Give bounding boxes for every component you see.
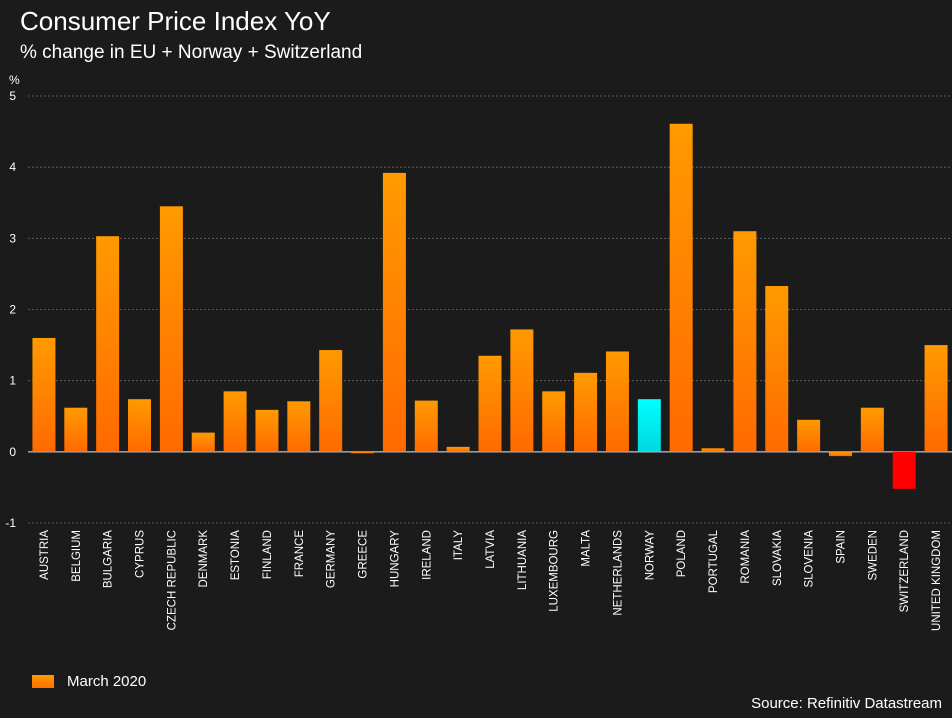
source-note: Source: Refinitiv Datastream bbox=[751, 695, 942, 712]
y-tick-label: 1 bbox=[9, 374, 16, 388]
x-tick-label: BELGIUM bbox=[71, 530, 83, 582]
x-tick-label: AUSTRIA bbox=[39, 530, 51, 580]
x-tick-label: NORWAY bbox=[644, 530, 656, 581]
bar-cyprus bbox=[128, 399, 152, 452]
x-tick-label: UNITED KINGDOM bbox=[931, 530, 943, 631]
x-tick-label: ESTONIA bbox=[230, 530, 242, 581]
bar-portugal bbox=[701, 448, 725, 452]
chart-subtitle: % change in EU + Norway + Switzerland bbox=[20, 42, 363, 63]
x-tick-labels: AUSTRIA BELGIUM BULGARIA CYPRUS CZECH REPUBL… bbox=[39, 529, 943, 631]
y-tick-labels: -1 0 1 2 3 4 5 bbox=[5, 89, 16, 530]
x-tick-label: IRELAND bbox=[421, 530, 433, 580]
x-tick-label: LATVIA bbox=[485, 530, 497, 569]
y-tick-label: 3 bbox=[9, 231, 16, 245]
y-tick-label: 2 bbox=[9, 303, 16, 317]
x-tick-label: NETHERLANDS bbox=[612, 530, 624, 616]
bar-slovakia bbox=[765, 286, 789, 452]
bar-norway bbox=[637, 399, 661, 452]
x-tick-label: SWEDEN bbox=[867, 530, 879, 580]
bar-france bbox=[287, 401, 311, 452]
x-tick-label: ROMANIA bbox=[740, 530, 752, 584]
bar-latvia bbox=[478, 355, 502, 452]
legend-swatch bbox=[32, 675, 54, 688]
x-tick-label: FRANCE bbox=[294, 530, 306, 578]
bar-lithuania bbox=[510, 329, 534, 452]
bars bbox=[32, 123, 948, 489]
x-tick-label: PORTUGAL bbox=[708, 529, 720, 593]
bar-slovenia bbox=[797, 419, 821, 452]
legend: March 2020 bbox=[32, 673, 146, 690]
y-tick-label: -1 bbox=[5, 516, 16, 530]
x-tick-label: SLOVENIA bbox=[804, 530, 816, 588]
bar-denmark bbox=[191, 432, 215, 452]
chart-title: Consumer Price Index YoY bbox=[20, 6, 331, 36]
bar-sweden bbox=[860, 407, 884, 452]
legend-label: March 2020 bbox=[67, 673, 147, 690]
bar-estonia bbox=[223, 391, 247, 452]
y-axis-unit: % bbox=[9, 73, 20, 87]
bar-united-kingdom bbox=[924, 345, 948, 452]
y-tick-label: 0 bbox=[9, 445, 16, 459]
bar-netherlands bbox=[605, 351, 629, 452]
x-tick-label: LITHUANIA bbox=[517, 530, 529, 590]
x-tick-label: LUXEMBOURG bbox=[549, 530, 561, 612]
x-tick-label: FINLAND bbox=[262, 530, 274, 579]
x-tick-label: SPAIN bbox=[835, 530, 847, 564]
x-tick-label: BULGARIA bbox=[103, 530, 115, 588]
x-tick-label: DENMARK bbox=[198, 530, 210, 588]
x-tick-label: ITALY bbox=[453, 530, 465, 561]
bar-romania bbox=[733, 231, 757, 452]
bar-czech-republic bbox=[159, 206, 183, 452]
bar-austria bbox=[32, 337, 56, 452]
gridlines bbox=[28, 95, 952, 524]
x-tick-label: MALTA bbox=[581, 530, 593, 567]
x-tick-label: GREECE bbox=[358, 530, 370, 579]
y-tick-label: 5 bbox=[9, 89, 16, 103]
bar-germany bbox=[319, 350, 343, 452]
x-tick-label: CYPRUS bbox=[135, 530, 147, 578]
x-tick-label: SWITZERLAND bbox=[899, 530, 911, 612]
bar-bulgaria bbox=[96, 236, 120, 452]
bar-switzerland bbox=[892, 451, 916, 489]
x-tick-label: HUNGARY bbox=[389, 530, 401, 588]
y-tick-label: 4 bbox=[9, 160, 16, 174]
x-tick-label: GERMANY bbox=[326, 530, 338, 588]
x-tick-label: CZECH REPUBLIC bbox=[166, 530, 178, 630]
bar-italy bbox=[446, 446, 470, 452]
bar-poland bbox=[669, 123, 693, 452]
bar-ireland bbox=[414, 400, 438, 452]
bar-greece bbox=[351, 451, 375, 454]
bar-spain bbox=[828, 451, 852, 457]
x-tick-label: POLAND bbox=[676, 530, 688, 577]
bar-belgium bbox=[64, 407, 88, 452]
bar-finland bbox=[255, 409, 279, 452]
bar-luxembourg bbox=[542, 391, 566, 452]
x-tick-label: SLOVAKIA bbox=[772, 530, 784, 586]
bar-malta bbox=[574, 372, 598, 452]
bar-hungary bbox=[382, 172, 406, 452]
